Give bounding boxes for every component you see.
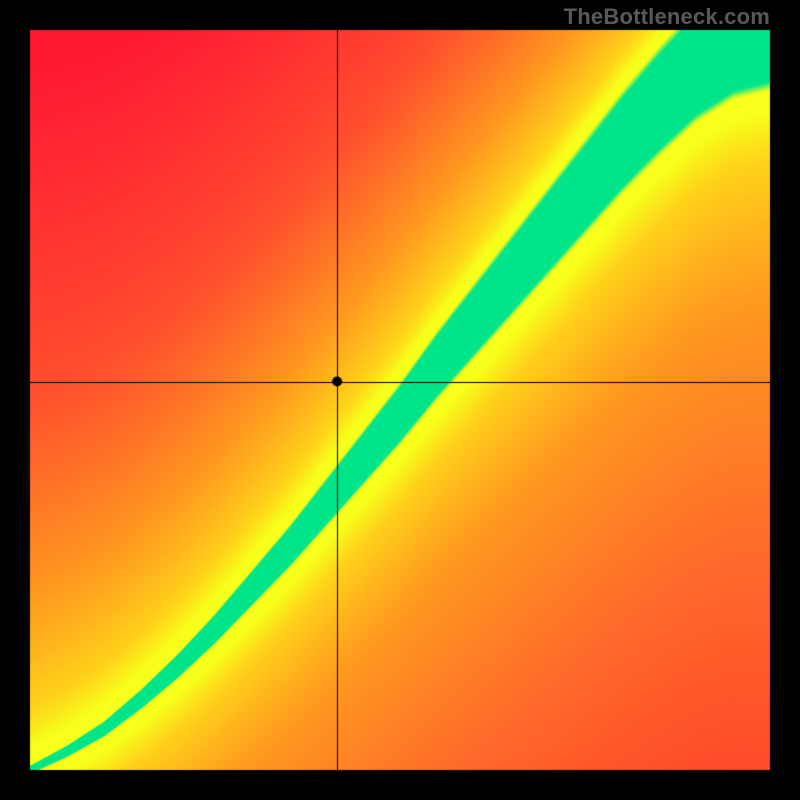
watermark-text: TheBottleneck.com [564, 4, 770, 30]
bottleneck-heatmap [0, 0, 800, 800]
chart-container: { "watermark": { "text": "TheBottleneck.… [0, 0, 800, 800]
